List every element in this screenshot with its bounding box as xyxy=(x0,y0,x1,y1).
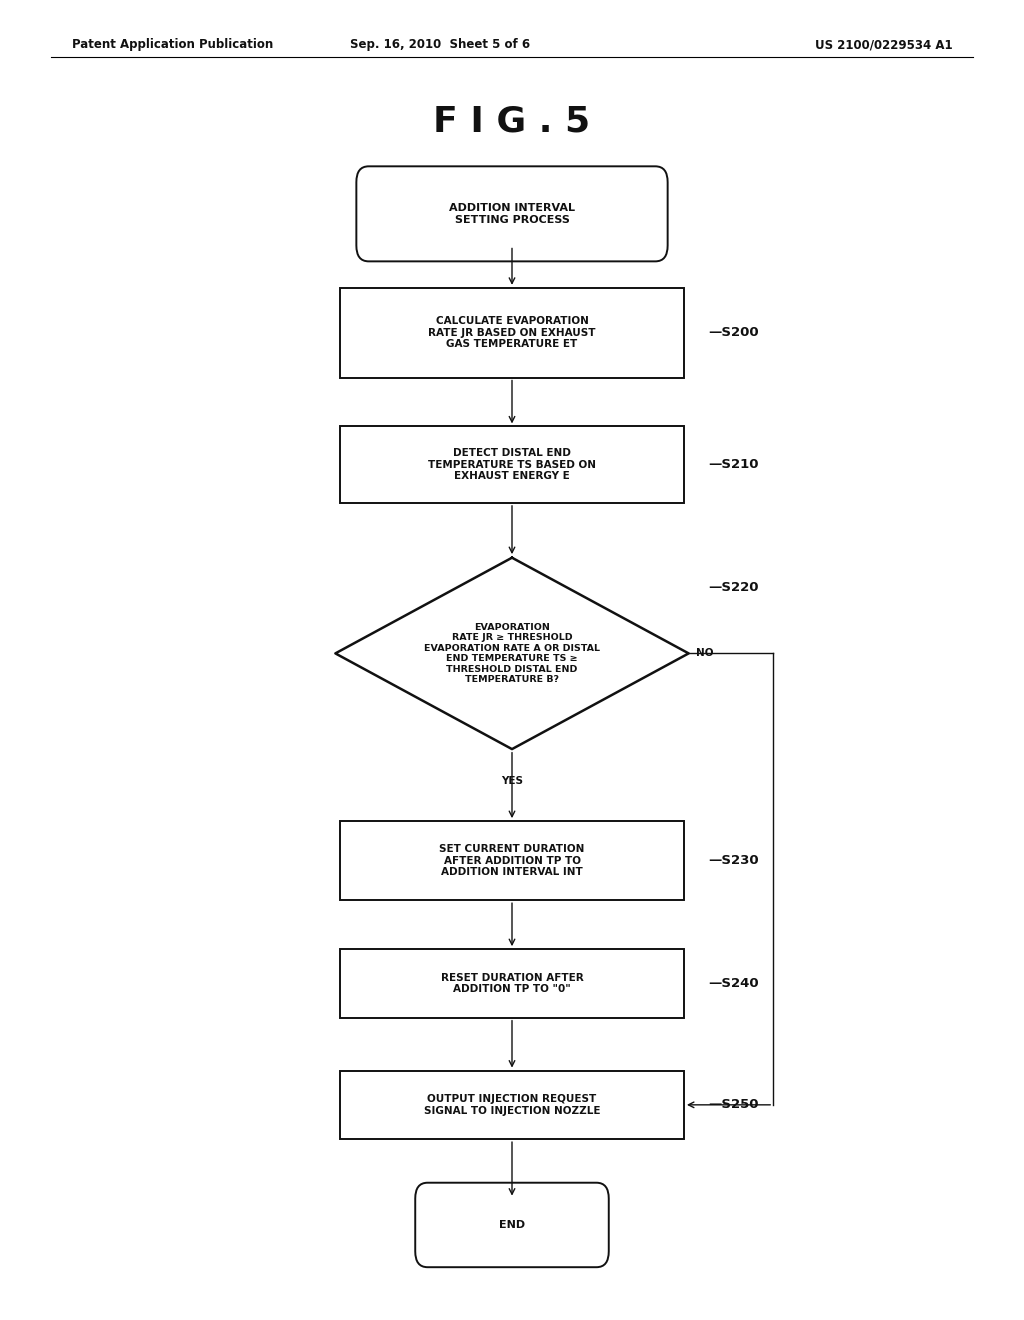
Text: DETECT DISTAL END
TEMPERATURE TS BASED ON
EXHAUST ENERGY E: DETECT DISTAL END TEMPERATURE TS BASED O… xyxy=(428,447,596,482)
Text: YES: YES xyxy=(501,776,523,787)
Text: —S220: —S220 xyxy=(709,581,759,594)
Text: US 2100/0229534 A1: US 2100/0229534 A1 xyxy=(815,38,952,51)
Text: CALCULATE EVAPORATION
RATE JR BASED ON EXHAUST
GAS TEMPERATURE ET: CALCULATE EVAPORATION RATE JR BASED ON E… xyxy=(428,315,596,350)
Bar xyxy=(340,1071,684,1139)
FancyBboxPatch shape xyxy=(416,1183,608,1267)
Text: NO: NO xyxy=(696,648,714,659)
Text: RESET DURATION AFTER
ADDITION TP TO "0": RESET DURATION AFTER ADDITION TP TO "0" xyxy=(440,973,584,994)
Bar xyxy=(340,426,684,503)
FancyBboxPatch shape xyxy=(356,166,668,261)
Bar xyxy=(340,821,684,900)
Text: —S200: —S200 xyxy=(709,326,759,339)
Text: —S210: —S210 xyxy=(709,458,759,471)
Text: END: END xyxy=(499,1220,525,1230)
Text: —S250: —S250 xyxy=(709,1098,759,1111)
Text: Patent Application Publication: Patent Application Publication xyxy=(72,38,273,51)
Bar xyxy=(340,288,684,378)
Text: —S230: —S230 xyxy=(709,854,759,867)
Text: ADDITION INTERVAL
SETTING PROCESS: ADDITION INTERVAL SETTING PROCESS xyxy=(449,203,575,224)
Polygon shape xyxy=(336,557,688,750)
Text: Sep. 16, 2010  Sheet 5 of 6: Sep. 16, 2010 Sheet 5 of 6 xyxy=(350,38,530,51)
Text: OUTPUT INJECTION REQUEST
SIGNAL TO INJECTION NOZZLE: OUTPUT INJECTION REQUEST SIGNAL TO INJEC… xyxy=(424,1094,600,1115)
Text: SET CURRENT DURATION
AFTER ADDITION TP TO
ADDITION INTERVAL INT: SET CURRENT DURATION AFTER ADDITION TP T… xyxy=(439,843,585,878)
Text: EVAPORATION
RATE JR ≥ THRESHOLD
EVAPORATION RATE A OR DISTAL
END TEMPERATURE TS : EVAPORATION RATE JR ≥ THRESHOLD EVAPORAT… xyxy=(424,623,600,684)
Bar xyxy=(340,949,684,1018)
Text: F I G . 5: F I G . 5 xyxy=(433,104,591,139)
Text: —S240: —S240 xyxy=(709,977,759,990)
